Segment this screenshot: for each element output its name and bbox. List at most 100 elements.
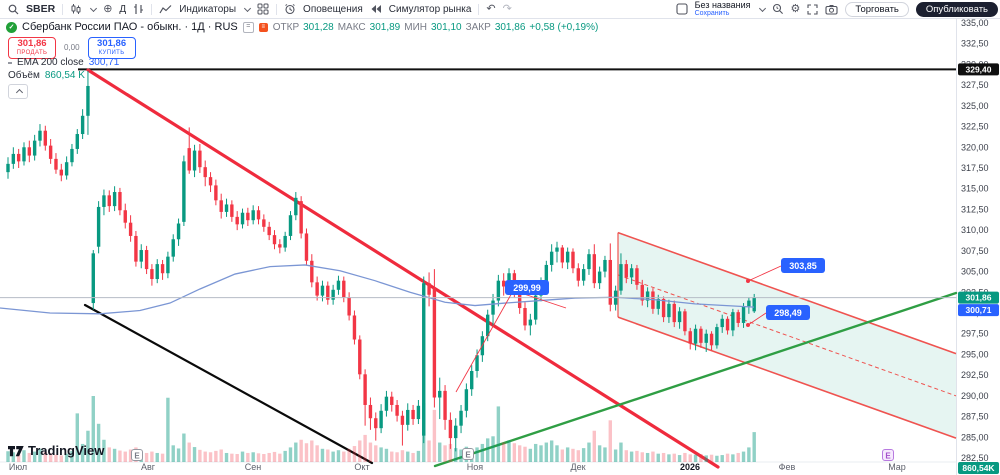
earnings-badge[interactable]: E [131,449,143,461]
month-label: Сен [245,462,262,472]
layout-icon[interactable] [676,3,688,15]
publish-button[interactable]: Опубликовать [915,1,998,17]
collapse-legend-button[interactable] [8,84,28,99]
volume-bar [358,440,362,462]
instrument-info-icon[interactable]: = [242,21,254,33]
alerts-button[interactable]: Оповещения [303,3,363,15]
chart-style-icon[interactable] [70,3,82,15]
symbol-search-button[interactable]: SBER [26,3,56,15]
callout-bg [505,280,549,295]
tradingview-mark-icon [8,446,24,457]
candle-body [581,269,586,281]
price-callout-label[interactable]: 299,99 [505,280,549,295]
symbol-title[interactable]: Сбербанк России ПАО - обыкн. · 1Д · RUS [22,21,238,33]
buy-button[interactable]: 301,86 КУПИТЬ [87,37,136,59]
price-callout-label[interactable]: 298,49 [766,305,810,320]
drawing-point[interactable] [746,323,750,327]
volume-bar [64,453,69,462]
volume-bar [102,439,106,462]
change-value: +0,58 (+0,19%) [529,21,599,33]
alert-clock-icon[interactable] [284,3,296,15]
data-source-icon[interactable]: ≡ [258,22,268,32]
volume-bar [427,440,431,462]
candle-body [741,306,746,323]
quick-search-icon[interactable] [772,3,784,15]
candle-body [182,161,186,222]
volume-bar [731,454,735,462]
undo-icon[interactable]: ↶ [486,2,496,15]
volume-bar [704,455,708,462]
chart-pane[interactable]: 335,00332,50330,00327,50325,00322,50320,… [0,18,1000,475]
candle-body [384,396,389,411]
layout-templates-icon[interactable] [257,3,269,15]
candle-body [587,254,591,270]
chevron-down-icon[interactable] [758,4,766,12]
compare-add-icon[interactable]: ⊕ [103,2,113,15]
fullscreen-icon[interactable] [807,3,818,15]
price-callout-label[interactable]: 303,85 [781,258,825,273]
channel-top-line[interactable] [617,231,957,355]
interval-button[interactable]: Д [119,3,127,15]
volume-bar [128,449,133,462]
channel-bottom-line[interactable] [617,316,957,439]
volume-bar [374,445,378,462]
search-icon[interactable] [8,4,19,15]
candle-body [96,206,101,247]
candle-body [683,311,687,332]
candle-body [715,327,719,346]
layout-name-save[interactable]: Без названия Сохранить [694,0,751,18]
chevron-down-icon[interactable] [244,4,252,12]
volume-bar [320,448,325,462]
price-tick: 310,00 [961,225,989,235]
market-simulator-button[interactable]: Симулятор рынка [388,3,472,15]
price-tick: 322,50 [961,122,989,132]
replay-icon[interactable] [370,4,382,14]
price-axis[interactable]: 335,00332,50330,00327,50325,00322,50320,… [961,18,989,463]
volume-bar [27,452,32,462]
candle-body [160,264,165,274]
indicators-button[interactable]: Индикаторы [179,3,237,15]
indicators-icon[interactable] [159,4,172,15]
volume-bar [683,452,687,462]
candle-body [459,410,463,426]
upcoming-earnings-badge[interactable]: E [882,449,894,461]
volume-bar [438,442,442,462]
volume-bar [224,452,229,462]
volume-bar [747,447,751,462]
settings-gear-icon[interactable]: ⚙ [790,2,801,15]
volume-bar [571,448,575,462]
tradingview-logo[interactable]: TradingView [8,443,104,458]
camera-icon[interactable] [825,4,838,15]
ema-legend-row[interactable]: EMA 200 close 300,71 [8,57,119,68]
trend-red-line[interactable] [86,68,720,469]
volume-bar [107,447,111,462]
volume-legend-row[interactable]: Объём 860,54 K [8,70,85,81]
low-value: 301,10 [431,21,462,33]
chevron-down-icon[interactable] [90,4,98,12]
save-link[interactable]: Сохранить [694,10,730,17]
redo-icon[interactable]: ↷ [502,2,512,15]
trend-black-line[interactable] [83,303,374,465]
trend-green-line[interactable] [433,291,958,468]
candle-body [352,315,357,340]
volume-bar [294,442,298,462]
candle-body [470,370,474,390]
candle-body [672,303,676,323]
candle-body [251,210,255,221]
trade-button[interactable]: Торговать [845,1,909,17]
candle-body [368,404,373,419]
candle-body [363,374,367,405]
volume-bar [640,452,644,462]
drawing-point[interactable] [746,279,750,283]
layout-name[interactable]: Без названия [694,0,751,10]
earnings-badge[interactable]: E [462,448,474,460]
separator [62,3,64,15]
axis-label-text: 300,71 [966,305,992,315]
volume-bar [288,447,293,462]
candle-body [38,130,42,141]
pointer-line [747,312,767,326]
sell-button[interactable]: 301,86 ПРОДАТЬ [8,37,56,59]
bar-style-icon[interactable] [133,3,144,15]
price-tick: 285,00 [961,432,989,442]
